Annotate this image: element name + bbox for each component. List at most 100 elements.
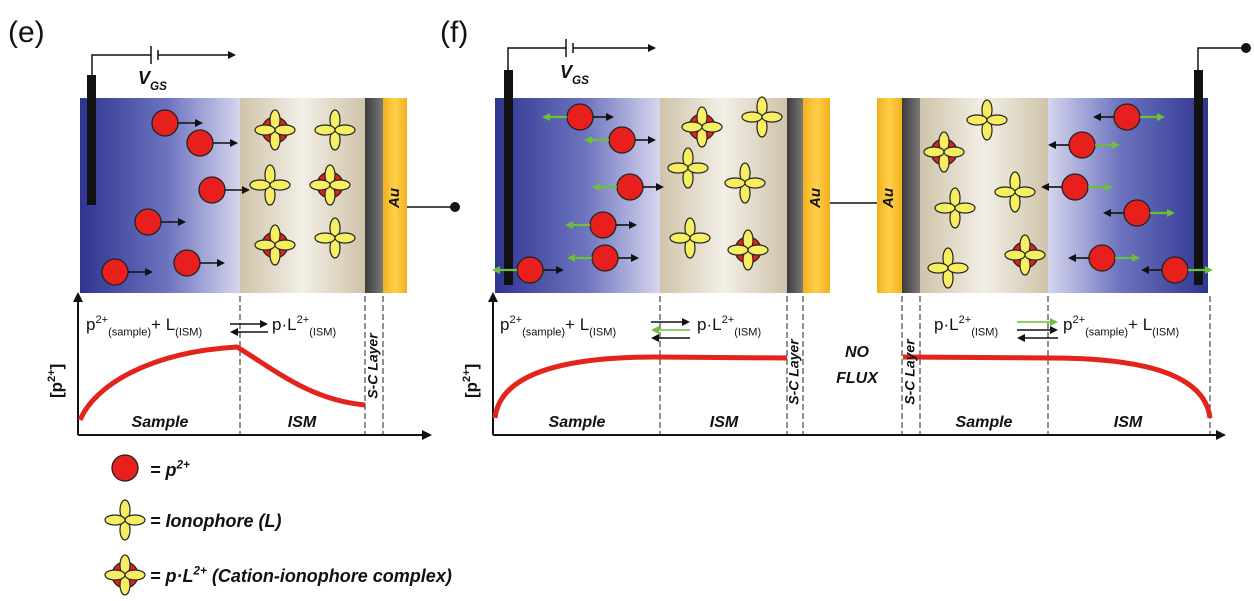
arrow-head: [488, 292, 498, 302]
text-segment: p: [1063, 315, 1072, 334]
electrode: [504, 70, 513, 285]
equation-text: p2+(sample)+ L(ISM): [1063, 314, 1179, 339]
text-segment: (ISM): [734, 326, 761, 338]
arrow-head: [422, 430, 432, 440]
sc-layer: [787, 98, 803, 293]
ion: [567, 104, 593, 130]
text-segment: GS: [150, 80, 167, 93]
legend-text: = p2+: [150, 458, 190, 480]
ion: [517, 257, 543, 283]
no-flux-label: NO: [845, 344, 870, 361]
region-label: Sample: [549, 414, 606, 431]
region-label: S-C Layer: [786, 338, 802, 405]
sc-layer: [365, 98, 383, 293]
region-label: ISM: [1114, 414, 1143, 431]
text-segment: (ISM): [971, 326, 998, 338]
arrow-head: [230, 328, 238, 336]
wire: [92, 55, 228, 75]
text-segment: [p: [462, 382, 481, 398]
text-segment: (ISM): [589, 326, 616, 338]
ion: [135, 209, 161, 235]
text-segment: 2+: [959, 314, 972, 326]
ion: [1062, 174, 1088, 200]
text-segment: (sample): [522, 326, 565, 338]
terminal: [1241, 43, 1251, 53]
text-segment: p·L: [934, 315, 959, 334]
panel-label: (e): [8, 16, 45, 49]
region-label: S-C Layer: [365, 332, 381, 399]
text-segment: + L: [1128, 315, 1152, 334]
y-axis-label: [p2+]: [461, 364, 481, 398]
legend-text: = p·L2+ (Cation-ionophore complex): [150, 564, 452, 586]
text-segment: (sample): [1085, 326, 1128, 338]
region-label: ISM: [288, 414, 317, 431]
text-segment: (Cation-ionophore complex): [207, 566, 452, 586]
ion: [187, 130, 213, 156]
ion: [1069, 132, 1095, 158]
vgs-label: VGS: [560, 62, 589, 87]
no-flux-label: FLUX: [836, 370, 879, 387]
ion: [199, 177, 225, 203]
text-segment: p·L: [697, 315, 722, 334]
text-segment: p: [500, 315, 509, 334]
arrow-head: [73, 292, 83, 302]
text-segment: + L: [151, 315, 175, 334]
text-segment: 2+: [461, 369, 473, 382]
region-label: S-C Layer: [902, 338, 918, 405]
ion: [1089, 245, 1115, 271]
legend-text: = Ionophore (L): [150, 511, 281, 531]
arrow-head: [260, 320, 268, 328]
concentration-curve: [495, 357, 787, 418]
text-segment: p·L: [272, 315, 297, 334]
au-label: Au: [807, 188, 824, 209]
text-segment: (ISM): [1152, 326, 1179, 338]
ion: [152, 110, 178, 136]
text-segment: 2+: [193, 564, 208, 577]
text-segment: ]: [47, 364, 66, 370]
ion: [592, 245, 618, 271]
page: { "panels": [ { "label": "(e)", "vgs": […: [0, 0, 1254, 601]
equation-text: p·L2+(ISM): [272, 314, 336, 339]
text-segment: [p: [47, 382, 66, 398]
legend-complex: [105, 555, 145, 595]
ion: [590, 212, 616, 238]
electrode: [1194, 70, 1203, 285]
text-segment: 2+: [722, 314, 735, 326]
legend-ion: [112, 455, 138, 481]
vgs-label: VGS: [138, 68, 167, 93]
text-segment: p: [86, 315, 95, 334]
arrow-head: [1050, 318, 1058, 326]
text-segment: (ISM): [309, 326, 336, 338]
ism-region: [660, 98, 787, 293]
arrow-head: [1050, 326, 1058, 334]
wire: [508, 48, 648, 70]
arrow-head: [1205, 266, 1213, 274]
terminal: [450, 202, 460, 212]
arrow-head: [228, 51, 236, 59]
text-segment: 2+: [176, 458, 191, 471]
text-segment: = p: [150, 460, 177, 480]
concentration-curve: [903, 357, 1210, 418]
wire: [1198, 48, 1243, 70]
text-segment: = p·L: [150, 566, 194, 586]
equation-text: p·L2+(ISM): [697, 314, 761, 339]
text-segment: (sample): [108, 326, 151, 338]
text-segment: 2+: [509, 314, 522, 326]
ion: [1124, 200, 1150, 226]
electrode: [87, 75, 96, 205]
au-label: Au: [386, 188, 403, 209]
sc-layer: [902, 98, 920, 293]
text-segment: 2+: [297, 314, 310, 326]
arrow-head: [1216, 430, 1226, 440]
text-segment: 2+: [1072, 314, 1085, 326]
ion: [617, 174, 643, 200]
text-segment: 2+: [95, 314, 108, 326]
figure: (e)AuVGS[p2+]p2+(sample)+ L(ISM)p·L2+(IS…: [0, 0, 1254, 601]
equation-text: p2+(sample)+ L(ISM): [500, 314, 616, 339]
ion: [1162, 257, 1188, 283]
region-label: Sample: [956, 414, 1013, 431]
text-segment: 2+: [46, 369, 58, 382]
legend-ionophore: [105, 500, 145, 540]
ion: [1114, 104, 1140, 130]
equation-text: p2+(sample)+ L(ISM): [86, 314, 202, 339]
